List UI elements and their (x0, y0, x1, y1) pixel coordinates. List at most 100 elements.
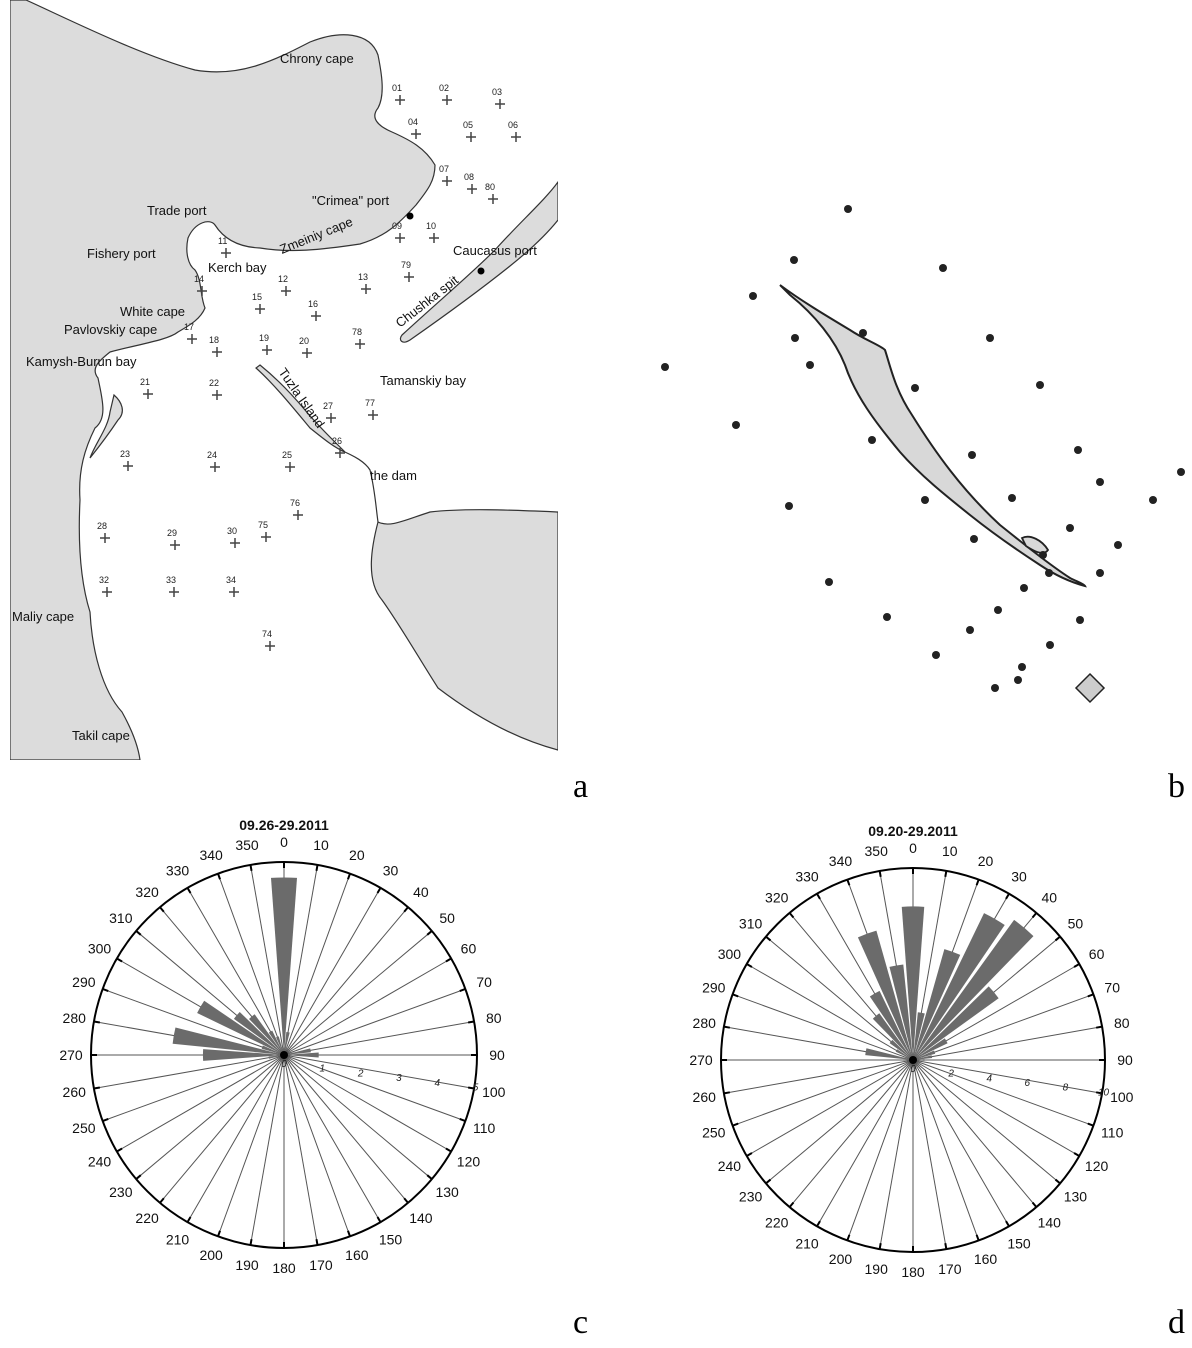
station-dot-st-8 (859, 329, 867, 337)
station-19: 19 (259, 333, 272, 355)
angle-label-160: 160 (345, 1247, 369, 1263)
station-cross (411, 129, 421, 139)
rose-tick (426, 1174, 433, 1180)
angle-label-190: 190 (865, 1261, 889, 1277)
station-cross (102, 587, 112, 597)
place-label-trade-port: Trade port (147, 203, 207, 218)
station-label: 17 (184, 322, 194, 332)
station-label: 77 (365, 398, 375, 408)
rose-spoke (217, 1054, 285, 1237)
angle-label-80: 80 (1114, 1015, 1130, 1031)
rose-bar-320 (872, 1013, 913, 1060)
rose-tick (846, 879, 851, 886)
angle-label-200: 200 (829, 1251, 853, 1267)
angle-label-240: 240 (88, 1154, 112, 1170)
station-label: 75 (258, 520, 268, 530)
angle-label-10: 10 (313, 837, 329, 853)
tuzla-islet-outline (1020, 535, 1050, 554)
station-cross (495, 99, 505, 109)
angle-label-50: 50 (1068, 916, 1084, 932)
rose-spoke (283, 1020, 475, 1056)
station-cross (255, 304, 265, 314)
rose-tick (217, 1230, 221, 1237)
station-16: 16 (308, 299, 321, 321)
station-23: 23 (120, 449, 133, 471)
station-22: 22 (209, 378, 222, 400)
station-32: 32 (99, 575, 112, 597)
rose-spoke (187, 887, 285, 1056)
rose-bar-310 (233, 1011, 284, 1055)
station-21: 21 (140, 377, 153, 399)
rose-spoke (249, 1054, 285, 1246)
rose-bar-340 (857, 930, 913, 1060)
rose-tick (975, 879, 980, 886)
station-label: 26 (332, 436, 342, 446)
rose-bar-10 (913, 1012, 925, 1060)
angle-label-210: 210 (166, 1231, 190, 1247)
angle-label-220: 220 (135, 1210, 159, 1226)
rose-tick (1005, 893, 1010, 900)
station-05: 05 (463, 120, 476, 142)
station-28: 28 (97, 521, 110, 543)
angle-label-20: 20 (349, 847, 365, 863)
radial-label-4: 4 (434, 1078, 440, 1089)
station-label: 11 (218, 236, 227, 246)
rose-tick (467, 1020, 475, 1024)
station-label: 02 (439, 83, 449, 93)
station-cross (221, 248, 231, 258)
rose-tick (445, 1147, 452, 1153)
rose-tick (93, 1086, 101, 1090)
station-dot-st-27 (1020, 584, 1028, 592)
rose-center (909, 1056, 917, 1064)
rose-tick (376, 887, 382, 894)
rose-bar-340 (276, 1036, 284, 1055)
rose-spoke (765, 936, 914, 1061)
rose-tick (445, 957, 452, 963)
station-cross (212, 390, 222, 400)
angle-label-320: 320 (765, 890, 789, 906)
rose-tick (403, 906, 409, 913)
radial-label-5: 5 (473, 1083, 479, 1094)
station-label: 15 (252, 292, 262, 302)
place-label-fishery-port: Fishery port (87, 246, 156, 261)
angle-label-110: 110 (473, 1120, 496, 1136)
rose-bar-300 (895, 1049, 913, 1060)
place-label-the-dam: the dam (370, 468, 417, 483)
station-04: 04 (408, 117, 421, 139)
rose-tick (315, 1238, 319, 1246)
rose-bar-300 (197, 1000, 284, 1055)
rose-tick (467, 1086, 475, 1090)
station-dot-st-20 (1149, 496, 1157, 504)
rose-spoke (746, 963, 914, 1061)
angle-label-280: 280 (63, 1010, 87, 1026)
station-label: 74 (262, 629, 272, 639)
rose-spoke (283, 1054, 381, 1223)
station-dot-st-6 (791, 334, 799, 342)
rose-tick (186, 1216, 192, 1223)
rose-center (280, 1051, 288, 1059)
rose-tick (159, 1197, 165, 1204)
rose-tick (746, 963, 753, 968)
rose-spoke (816, 1059, 914, 1227)
rose-tick (816, 893, 821, 900)
station-label: 07 (439, 164, 449, 174)
angle-label-190: 190 (235, 1257, 259, 1273)
station-dot-st-24 (1114, 541, 1122, 549)
diamond-marker (1074, 672, 1106, 704)
angle-label-280: 280 (693, 1015, 717, 1031)
rose-tick (765, 1178, 772, 1185)
rose-tick (1073, 963, 1080, 968)
rose-bar-330 (869, 990, 913, 1060)
angle-label-120: 120 (1085, 1158, 1109, 1174)
angle-label-170: 170 (309, 1257, 333, 1273)
station-76: 76 (290, 498, 303, 520)
rose-spoke (283, 864, 319, 1056)
crimea-port-marker (406, 212, 414, 220)
rose-tick (1005, 1220, 1010, 1227)
station-dot-st-29 (1096, 569, 1104, 577)
station-dot-st-16 (1177, 468, 1185, 476)
rose-tick (975, 1234, 980, 1241)
tuzla-island-shape (255, 364, 346, 453)
rose-tick (944, 870, 948, 877)
